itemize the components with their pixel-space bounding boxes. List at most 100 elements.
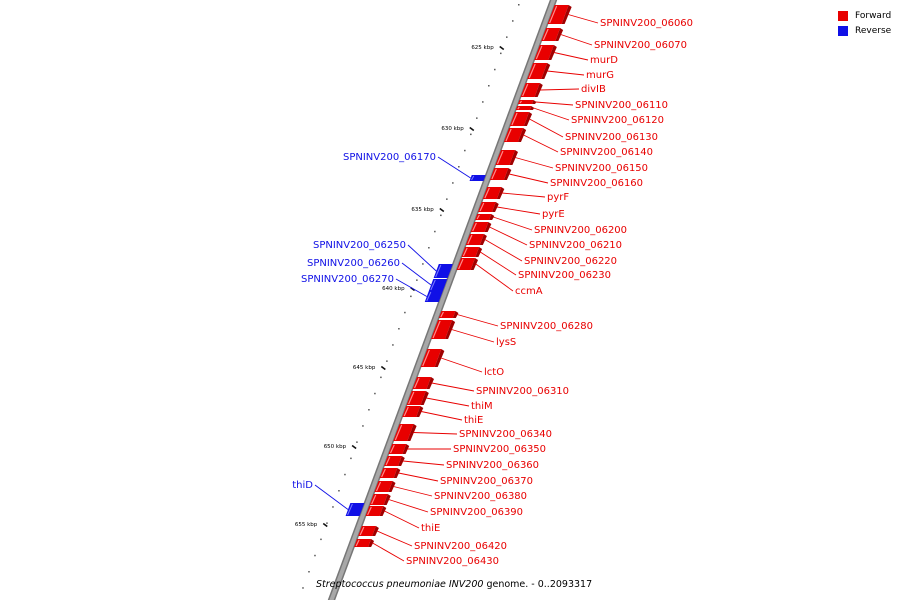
legend-reverse-label: Reverse	[855, 25, 892, 36]
forward-gene-side	[470, 258, 479, 270]
forward-gene-block	[489, 168, 509, 180]
legend-reverse: Reverse	[838, 23, 891, 38]
forward-gene-shine	[491, 168, 497, 180]
ruler-dot	[332, 506, 334, 508]
backbone-line-highlight	[329, 0, 556, 600]
forward-gene-label: SPNINV200_06370	[440, 476, 533, 487]
forward-gene-block	[495, 150, 515, 165]
forward-gene-side	[393, 468, 401, 478]
forward-gene-leader	[502, 192, 546, 198]
forward-gene-shine	[528, 63, 536, 79]
forward-gene-leader	[388, 499, 429, 513]
forward-gene-side	[484, 222, 492, 232]
forward-gene-label: SPNINV200_06340	[459, 429, 552, 440]
forward-gene-leader	[413, 432, 458, 435]
forward-gene-side	[523, 112, 533, 126]
ruler-dot	[440, 214, 442, 217]
forward-gene-leader	[480, 251, 517, 276]
ruler-dot	[302, 587, 304, 589]
forward-gene-leader	[553, 52, 589, 61]
forward-gene-label: thiE	[464, 415, 483, 426]
forward-gene-side	[548, 45, 557, 60]
forward-gene-leader	[484, 239, 523, 262]
ruler-dot	[488, 85, 490, 87]
forward-gene-leader	[393, 486, 433, 497]
forward-gene-shine	[394, 424, 403, 441]
kbp-tick	[351, 444, 357, 450]
kbp-tick-label: 640 kbp	[382, 286, 405, 292]
forward-gene-label: pyrF	[547, 192, 569, 203]
forward-gene-leader	[529, 118, 564, 138]
ruler-dot	[362, 425, 364, 427]
forward-gene-side	[434, 349, 445, 367]
ruler-dot	[512, 20, 514, 22]
forward-gene-leader	[540, 88, 580, 91]
forward-gene-side	[541, 63, 551, 79]
forward-gene-shine	[476, 214, 480, 220]
forward-gene-label: SPNINV200_06430	[406, 556, 499, 567]
ruler-dot	[518, 4, 520, 6]
forward-gene-block	[431, 320, 453, 339]
ruler-dot	[398, 328, 400, 330]
forward-gene-shine	[549, 5, 558, 24]
forward-gene-leader	[535, 101, 574, 106]
reverse-gene-block	[424, 291, 443, 302]
forward-gene-shine	[496, 150, 504, 165]
forward-gene-shine	[511, 112, 518, 126]
genome-caption: Streptococcus pneumoniae INV200 genome. …	[316, 579, 592, 590]
ruler-dot	[464, 149, 466, 152]
legend-forward: Forward	[838, 8, 891, 23]
forward-gene-label: SPNINV200_06420	[414, 541, 507, 552]
forward-gene-label: SPNINV200_06070	[594, 40, 687, 51]
forward-gene-block	[541, 28, 561, 41]
ruler-dot	[434, 230, 436, 233]
forward-gene-label: lysS	[496, 337, 516, 348]
ruler-dot	[308, 571, 310, 573]
forward-gene-shine	[389, 444, 395, 454]
reverse-gene-leader	[437, 156, 471, 179]
forward-gene-side	[529, 106, 535, 110]
forward-gene-label: murG	[586, 70, 614, 81]
ruler-dot	[410, 295, 412, 298]
reverse-gene-shine	[347, 503, 353, 516]
forward-gene-shine	[432, 320, 441, 339]
forward-gene-label: SPNINV200_06150	[555, 163, 648, 174]
forward-swatch	[838, 10, 848, 21]
reverse-gene-label: SPNINV200_06260	[307, 258, 400, 269]
forward-gene-shine	[472, 222, 477, 232]
forward-gene-leader	[398, 472, 439, 482]
forward-gene-leader	[560, 34, 593, 46]
forward-gene-shine	[535, 45, 543, 60]
ruler-dot	[482, 101, 484, 103]
forward-gene-block	[534, 45, 554, 60]
forward-gene-shine	[458, 258, 464, 270]
forward-gene-side	[534, 83, 543, 97]
reverse-gene-block	[428, 279, 448, 291]
forward-gene-leader	[431, 382, 475, 392]
kbp-tick-label: 655 kbp	[295, 522, 318, 528]
ruler-dot	[320, 538, 322, 541]
ruler-dot	[338, 490, 340, 492]
forward-gene-side	[496, 187, 505, 199]
forward-gene-leader	[493, 216, 533, 231]
ruler-dot	[446, 198, 448, 200]
forward-gene-leader	[475, 263, 514, 292]
forward-gene-shine	[385, 456, 391, 466]
reverse-gene-leader	[407, 244, 437, 272]
forward-gene-shine	[517, 106, 520, 110]
ruler-dot	[404, 311, 406, 314]
forward-gene-label: SPNINV200_06140	[560, 147, 653, 158]
ruler-dot	[392, 344, 394, 346]
forward-gene-block	[402, 406, 421, 417]
forward-gene-label: lctO	[484, 367, 504, 378]
organism-name: Streptococcus pneumoniae INV200	[316, 579, 484, 590]
kbp-tick-label: 650 kbp	[324, 444, 347, 450]
forward-gene-side	[398, 456, 405, 466]
forward-gene-shine	[467, 234, 473, 245]
forward-gene-leader	[489, 226, 528, 246]
forward-gene-block	[547, 5, 569, 24]
forward-gene-side	[416, 406, 424, 417]
forward-gene-label: SPNINV200_06200	[534, 225, 627, 236]
forward-gene-block	[482, 187, 502, 199]
